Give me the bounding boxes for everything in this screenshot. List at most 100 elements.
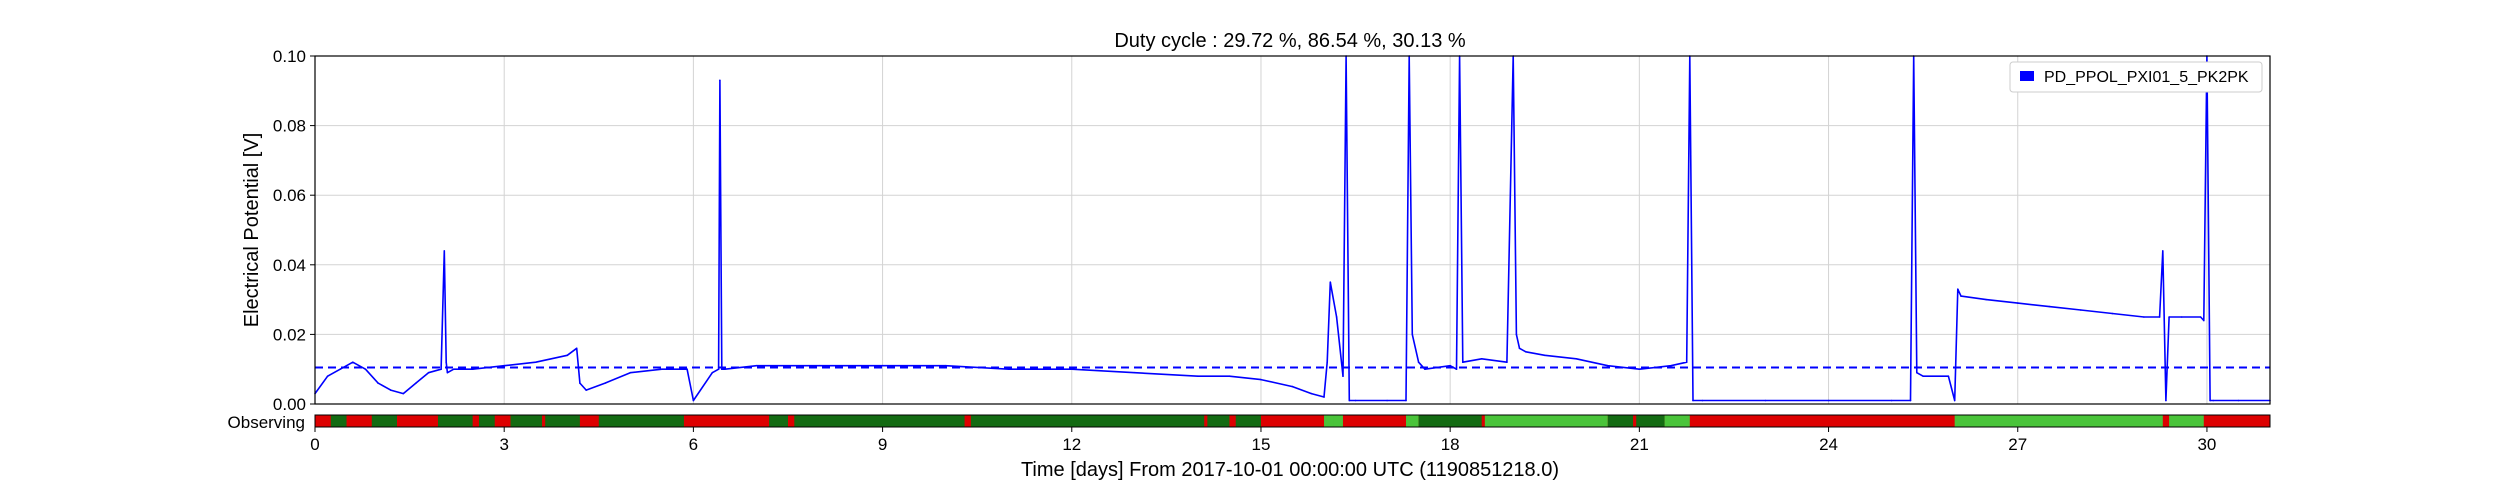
segment-flag: [1207, 415, 1230, 427]
data-point: [1405, 399, 1407, 402]
data-point: [377, 382, 379, 384]
data-point: [1670, 364, 1672, 367]
x-tick-label-4: 12: [1062, 435, 1081, 454]
data-point: [1417, 361, 1420, 364]
data-point: [2161, 250, 2164, 252]
data-point: [1070, 368, 1073, 371]
segment-flag: [1235, 415, 1261, 427]
data-point: [2202, 319, 2205, 322]
segment-on: [1406, 415, 1419, 427]
data-point: [692, 399, 695, 402]
data-point: [2237, 399, 2240, 402]
data-point: [1543, 354, 1546, 357]
data-point: [389, 389, 392, 391]
data-point: [1449, 364, 1451, 367]
data-point: [686, 368, 688, 371]
chart-title: Duty cycle : 29.72 %, 86.54 %, 30.13 %: [1114, 30, 1466, 52]
x-axis-title: Time [days] From 2017-10-01 00:00:00 UTC…: [1021, 459, 1559, 481]
data-point: [1692, 399, 1694, 402]
data-point: [1685, 361, 1688, 364]
data-point: [427, 371, 430, 374]
y-tick-label-2: 0.04: [273, 256, 306, 275]
data-point: [2199, 316, 2202, 318]
data-point: [1411, 333, 1414, 336]
data-point: [2158, 316, 2161, 318]
x-tick-label-2: 6: [689, 435, 698, 454]
segment-flag: [1636, 415, 1665, 427]
x-tick-label-7: 21: [1630, 435, 1649, 454]
legend-swatch-0: [2020, 71, 2034, 81]
data-point: [1515, 333, 1518, 336]
segment-on: [1333, 415, 1343, 427]
data-point: [661, 368, 663, 371]
y-axis: 0.00 0.02 0.04 0.06 0.08 0.10: [273, 47, 315, 414]
data-point: [566, 354, 569, 357]
data-point: [503, 364, 505, 367]
segment-flag: [598, 415, 684, 427]
data-point: [1953, 399, 1956, 402]
data-point: [2111, 312, 2114, 315]
data-point: [446, 371, 449, 374]
data-point: [818, 364, 821, 367]
segment-flag: [478, 415, 495, 427]
segment-on: [2169, 415, 2204, 427]
data-point: [2048, 305, 2051, 308]
data-point: [1228, 375, 1231, 377]
data-point: [724, 368, 726, 371]
data-point: [1525, 351, 1527, 353]
data-point: [471, 368, 474, 371]
data-point: [326, 375, 329, 377]
legend-frame: [2009, 61, 2263, 93]
data-point: [1329, 281, 1332, 284]
data-point: [717, 368, 720, 371]
x-tick-label-5: 15: [1252, 435, 1271, 454]
segment-flag: [437, 415, 473, 427]
data-point: [2212, 399, 2215, 402]
data-point: [1354, 399, 1357, 402]
segment-bar-frame: [314, 414, 2271, 428]
data-point: [881, 364, 884, 367]
segment-on: [1484, 415, 1608, 427]
data-point: [2165, 399, 2167, 402]
data-point: [2016, 302, 2019, 304]
data-point: [1326, 361, 1328, 364]
data-point: [1348, 399, 1351, 402]
data-point: [1007, 368, 1010, 371]
data-point: [604, 382, 606, 384]
data-point: [1134, 371, 1136, 374]
data-point: [1922, 375, 1924, 377]
data-point: [2180, 316, 2183, 318]
observing-segment-bar: [314, 414, 2271, 428]
data-point: [575, 347, 578, 350]
data-point: [1480, 357, 1483, 360]
legend-label-0: PD_PPOL_PXI01_5_PK2PK: [2044, 69, 2249, 86]
data-point: [1342, 375, 1344, 377]
data-point: [1310, 392, 1313, 395]
data-point: [629, 371, 632, 374]
data-point: [1461, 361, 1464, 364]
data-point: [445, 361, 447, 364]
segment-label: Observing: [228, 413, 305, 432]
x-tick-label-8: 24: [1819, 435, 1838, 454]
data-point: [443, 250, 446, 252]
data-point: [1197, 375, 1199, 377]
y-tick-label-4: 0.08: [273, 117, 306, 136]
data-point: [944, 364, 947, 367]
data-point: [1909, 399, 1912, 402]
y-tick-label-1: 0.02: [273, 325, 306, 344]
x-axis: 0 3 6 9 12 15 18 21 24 27 30: [310, 427, 2216, 454]
data-point: [440, 368, 442, 371]
data-point: [2080, 309, 2082, 311]
data-point: [1638, 368, 1641, 371]
segment-on: [1324, 415, 1334, 427]
segment-flag: [510, 415, 543, 427]
segment-flag: [371, 415, 397, 427]
data-point: [364, 368, 367, 371]
segment-flag: [1607, 415, 1634, 427]
segment-flag: [970, 415, 1205, 427]
segment-on: [1954, 415, 2163, 427]
x-tick-label-6: 18: [1441, 435, 1460, 454]
x-tick-label-1: 3: [499, 435, 508, 454]
data-point: [1335, 316, 1338, 318]
data-point: [2168, 316, 2170, 318]
